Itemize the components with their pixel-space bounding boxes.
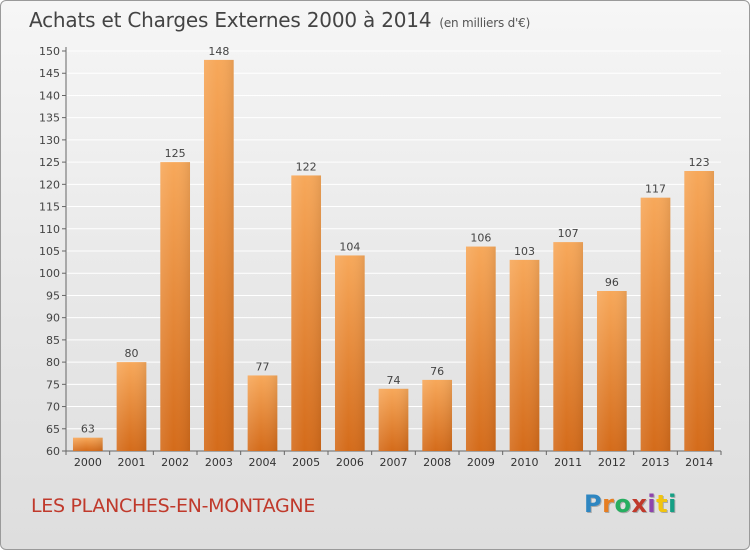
x-tick-label: 2011 <box>554 456 582 469</box>
x-tick-label: 2013 <box>642 456 670 469</box>
y-tick-label: 110 <box>39 223 60 236</box>
y-tick-label: 125 <box>39 156 60 169</box>
y-tick-label: 150 <box>39 45 60 58</box>
bar-shine-2003 <box>203 59 234 452</box>
data-label: 96 <box>605 276 619 289</box>
logo-letter: P <box>584 490 603 518</box>
y-tick-label: 75 <box>46 378 60 391</box>
commune-name: LES PLANCHES-EN-MONTAGNE <box>31 495 316 517</box>
chart-unit: (en milliers d'€) <box>439 16 531 30</box>
axes: 60 65 70 75 80 85 90 95 100 105 110 115 120 125 130 135… <box>39 45 722 469</box>
y-tick-label: 130 <box>39 134 60 147</box>
bar-shine-2012 <box>596 291 627 451</box>
logo-letter: i <box>668 490 677 518</box>
x-tick-label: 2005 <box>292 456 320 469</box>
x-tick-label: 2006 <box>336 456 364 469</box>
y-tick-label: 80 <box>46 356 60 369</box>
bar-shine-2002 <box>160 162 191 451</box>
logo-letter: o <box>614 490 632 518</box>
bar-shine-2009 <box>465 246 496 451</box>
data-label: 80 <box>125 347 139 360</box>
data-label: 63 <box>81 423 95 436</box>
bar-shine-2013 <box>640 197 671 451</box>
y-tick-label: 85 <box>46 334 60 347</box>
x-tick-label: 2001 <box>118 456 146 469</box>
proxiti-logo[interactable]: Proxiti <box>584 490 677 518</box>
data-labels: 63 80 125 148 77 122 104 74 76 106 103 107 96 117 123 <box>81 45 710 436</box>
y-tick-label: 145 <box>39 67 60 80</box>
logo-letter: i <box>647 490 657 518</box>
bar-shine-2005 <box>291 175 322 451</box>
data-label: 104 <box>339 240 360 253</box>
data-label: 125 <box>165 147 186 160</box>
x-tick-label: 2002 <box>161 456 189 469</box>
bar-shine-2014 <box>684 171 715 451</box>
x-tick-label: 2010 <box>511 456 539 469</box>
data-label: 122 <box>296 160 317 173</box>
x-tick-label: 2009 <box>467 456 495 469</box>
data-label: 106 <box>470 232 491 245</box>
bar-shine-2008 <box>422 379 453 451</box>
logo-letter: t <box>656 490 669 518</box>
bar-shine-2011 <box>553 242 584 451</box>
y-tick-label: 70 <box>46 401 60 414</box>
x-tick-label: 2004 <box>249 456 277 469</box>
data-label: 77 <box>256 360 270 373</box>
logo-letter: r <box>602 490 615 518</box>
x-tick-label: 2007 <box>380 456 408 469</box>
y-tick-label: 105 <box>39 245 60 258</box>
y-tick-label: 60 <box>46 445 60 458</box>
y-tick-label: 90 <box>46 312 60 325</box>
x-tick-label: 2000 <box>74 456 102 469</box>
data-label: 123 <box>689 156 710 169</box>
bar-shine-2006 <box>334 255 365 451</box>
y-tick-label: 135 <box>39 112 60 125</box>
data-label: 76 <box>430 365 444 378</box>
y-tick-label: 115 <box>39 201 60 214</box>
x-tick-label: 2012 <box>598 456 626 469</box>
x-tick-label: 2014 <box>685 456 713 469</box>
data-label: 117 <box>645 183 666 196</box>
bar-shine-2001 <box>116 362 147 451</box>
bar-shine-2000 <box>72 437 103 451</box>
bars <box>72 59 715 452</box>
bar-shine-2010 <box>509 259 540 451</box>
y-tick-label: 100 <box>39 267 60 280</box>
y-tick-label: 120 <box>39 178 60 191</box>
x-tick-label: 2003 <box>205 456 233 469</box>
chart-title-text: Achats et Charges Externes 2000 à 2014 <box>29 8 432 32</box>
logo-letter: x <box>631 490 648 518</box>
chart-title: Achats et Charges Externes 2000 à 2014 (e… <box>29 8 530 32</box>
bar-shine-2004 <box>247 375 278 451</box>
data-label: 148 <box>208 45 229 58</box>
y-tick-label: 140 <box>39 89 60 102</box>
y-tick-label: 95 <box>46 289 60 302</box>
data-label: 103 <box>514 245 535 258</box>
y-tick-label: 65 <box>46 423 60 436</box>
data-label: 74 <box>387 374 401 387</box>
x-tick-label: 2008 <box>423 456 451 469</box>
bar-shine-2007 <box>378 388 409 451</box>
data-label: 107 <box>558 227 579 240</box>
